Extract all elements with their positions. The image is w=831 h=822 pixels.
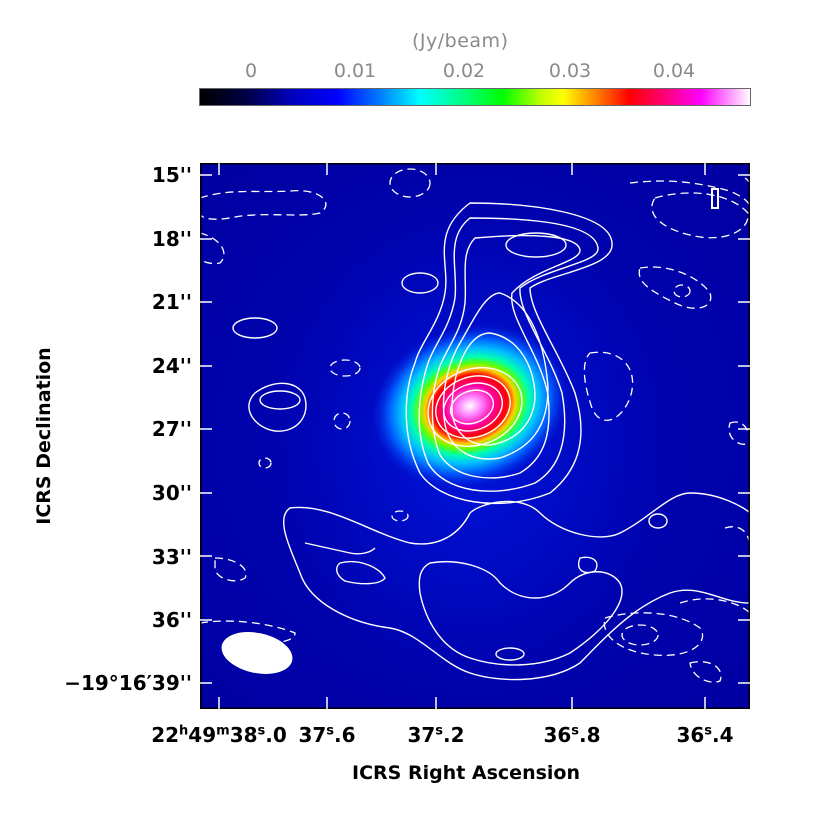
y-tick-33: 33'' xyxy=(151,545,192,569)
y-tick-36: 36'' xyxy=(151,608,192,632)
y-tick-15: 15'' xyxy=(151,163,192,187)
panel-frame xyxy=(200,163,750,709)
y-tick-27: 27'' xyxy=(151,417,192,441)
scale-marker xyxy=(711,188,719,209)
y-tick-24: 24'' xyxy=(151,354,192,378)
y-tick-30: 30'' xyxy=(151,481,192,505)
source-core xyxy=(371,323,569,489)
axis-ticks xyxy=(200,163,750,709)
colorbar xyxy=(199,88,751,106)
y-tick-39: −19°16′39'' xyxy=(64,671,192,695)
y-tick-21: 21'' xyxy=(151,290,192,314)
x-tick-38-0: 22h49m38s.0 xyxy=(151,723,287,747)
beam-ellipse xyxy=(221,632,293,674)
x-tick-37-2: 37s.2 xyxy=(407,723,465,747)
negative-contours xyxy=(200,168,750,683)
x-axis-title: ICRS Right Ascension xyxy=(352,762,580,784)
x-tick-37-6: 37s.6 xyxy=(298,723,356,747)
colorbar-tick-3: 0.03 xyxy=(548,60,592,82)
colorbar-tick-1: 0.01 xyxy=(333,60,377,82)
x-tick-36-4: 36s.4 xyxy=(676,723,734,747)
colorbar-tick-2: 0.02 xyxy=(442,60,486,82)
radio-image-panel xyxy=(200,163,750,709)
y-axis-title: ICRS Declination xyxy=(33,347,55,525)
colorbar-tick-4: 0.04 xyxy=(652,60,696,82)
y-tick-18: 18'' xyxy=(151,227,192,251)
colorbar-title: (Jy/beam) xyxy=(412,30,509,52)
colorbar-tick-0: 0 xyxy=(244,60,258,82)
x-tick-36-8: 36s.8 xyxy=(543,723,601,747)
